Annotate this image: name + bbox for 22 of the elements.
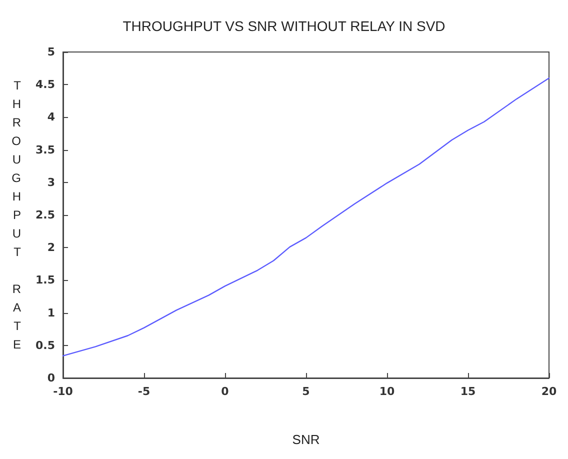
line-series [62,77,550,356]
y-tick-label: 0.5 [36,338,55,352]
y-tick-label: 3 [47,176,55,189]
y-tick-label: 1 [47,306,55,320]
y-tick-label: 5 [47,46,55,58]
y-tick-label: 4.5 [36,78,55,92]
y-tick-label: 1.5 [36,274,55,287]
chart-title: THROUGHPUT VS SNR WITHOUT RELAY IN SVD [122,18,446,34]
x-tick-label: 20 [541,385,557,398]
y-tick-label: 0 [47,372,56,384]
y-tick-label: 2.5 [36,208,55,222]
x-tick-label: 0 [221,385,230,398]
x-tick-label: -5 [138,385,150,398]
x-axis-title: SNR [292,432,320,447]
x-tick-label: 15 [460,385,476,398]
text: THROUGHPUT RATE [12,78,21,352]
y-tick-label: 3.5 [36,143,55,156]
x-tick-label: 5 [302,385,310,398]
x-tick-label: 10 [379,385,395,398]
x-tick-label: -10 [53,385,74,398]
y-tick-label: 4 [47,110,56,124]
y-tick-label: 2 [47,241,55,254]
